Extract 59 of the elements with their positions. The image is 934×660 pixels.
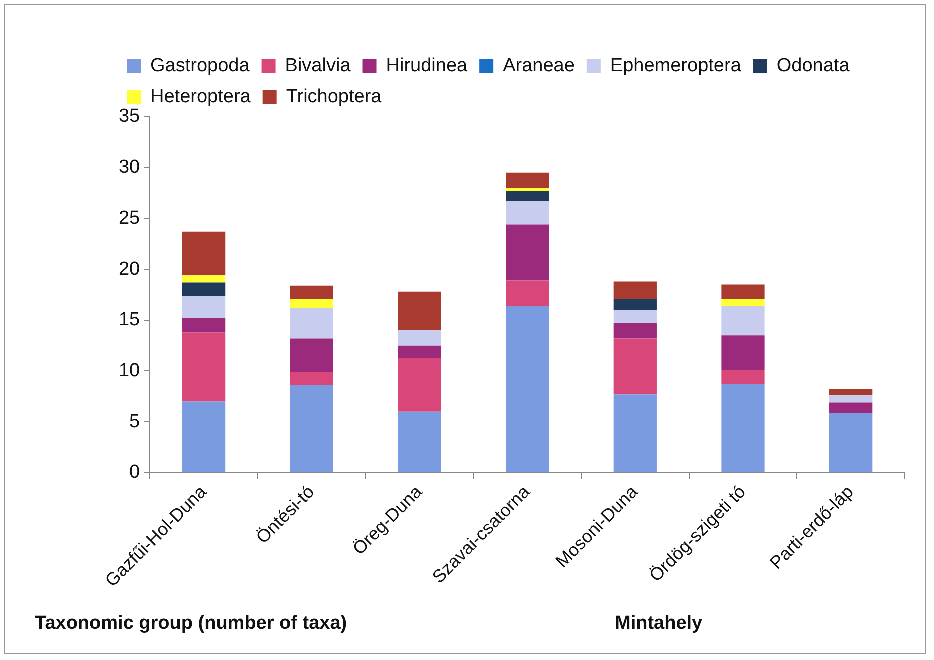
bar	[722, 299, 765, 306]
bar	[506, 188, 550, 192]
bar	[398, 346, 442, 358]
bar	[398, 330, 442, 346]
bar	[506, 306, 550, 472]
bar	[614, 299, 657, 310]
bar	[290, 286, 334, 300]
bar	[182, 282, 226, 296]
bar	[182, 232, 226, 276]
y-tick-label: 15	[118, 310, 140, 331]
x-axis-title: Mintahely	[615, 613, 703, 635]
bar	[506, 224, 550, 281]
bar	[722, 370, 765, 384]
bar	[398, 292, 442, 331]
legend-label: Araneae	[503, 56, 575, 77]
bar	[182, 276, 226, 283]
bar	[830, 402, 873, 413]
bar	[722, 284, 765, 300]
bar	[722, 384, 765, 472]
legend-label: Bivalvia	[285, 56, 352, 77]
y-tick-label: 5	[130, 411, 140, 432]
y-tick-label: 35	[118, 106, 140, 128]
legend-label: Heteroptera	[150, 86, 252, 108]
bar	[506, 280, 550, 306]
bar	[398, 412, 442, 472]
bar	[290, 338, 334, 372]
y-tick-label: 0	[130, 462, 140, 484]
bar	[290, 308, 334, 339]
bar	[182, 318, 226, 333]
bar	[290, 372, 334, 386]
bar	[506, 172, 550, 188]
legend-label: Ephemeroptera	[610, 56, 742, 77]
bar	[398, 358, 442, 412]
legend-label: Odonata	[776, 56, 850, 77]
bar	[830, 390, 873, 396]
bar	[830, 412, 873, 472]
bar	[614, 338, 657, 395]
bar	[182, 332, 226, 402]
text: Taxonomic group (number of taxa)	[35, 613, 348, 635]
bar	[290, 299, 334, 308]
bar	[182, 402, 226, 472]
bar	[722, 306, 765, 336]
bar	[614, 282, 657, 300]
bar	[182, 296, 226, 318]
y-tick-label: 30	[118, 157, 140, 178]
bar	[830, 396, 873, 403]
y-tick-label: 25	[118, 208, 140, 229]
bar	[614, 323, 657, 339]
y-tick-label: 20	[118, 258, 140, 280]
y-tick-label: 10	[118, 360, 140, 382]
bar	[722, 336, 765, 370]
legend-label: Hirudinea	[386, 56, 468, 77]
bar	[506, 191, 550, 202]
bar	[614, 394, 657, 472]
bar	[506, 201, 550, 225]
bar	[614, 310, 657, 324]
legend-label: Gastropoda	[150, 56, 250, 77]
bar	[290, 385, 334, 472]
legend-label: Trichoptera	[286, 86, 382, 108]
